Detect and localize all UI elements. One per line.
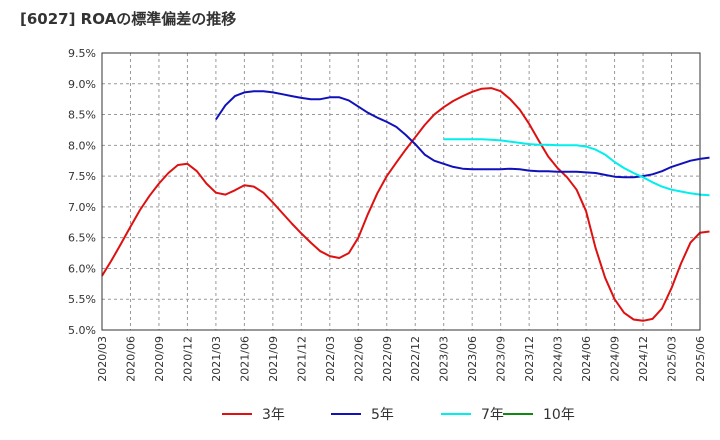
x-tick-label: 2022/06 xyxy=(352,336,365,382)
x-tick-label: 2021/03 xyxy=(210,336,223,382)
x-tick-label: 2021/06 xyxy=(238,336,251,382)
x-tick-label: 2023/06 xyxy=(466,336,479,382)
y-tick-label: 9.0% xyxy=(68,78,96,91)
x-tick-label: 2020/03 xyxy=(96,336,109,382)
x-tick-label: 2020/12 xyxy=(181,336,194,382)
x-tick-label: 2024/03 xyxy=(552,336,565,382)
x-tick-label: 2023/03 xyxy=(438,336,451,382)
y-tick-label: 9.5% xyxy=(68,47,96,60)
series-line-2 xyxy=(443,138,710,197)
legend-label-0: 3年 xyxy=(262,407,285,423)
legend-label-1: 5年 xyxy=(371,407,394,423)
x-tick-label: 2023/12 xyxy=(523,336,536,382)
legend-layer: 3年 5年 7年 10年 xyxy=(222,407,575,423)
plot-frame xyxy=(101,52,701,331)
x-tick-label: 2020/06 xyxy=(124,336,137,382)
series-layer xyxy=(101,87,710,322)
x-tick-label: 2021/12 xyxy=(295,336,308,382)
y-tick-label: 5.5% xyxy=(68,293,96,306)
x-tick-label: 2020/09 xyxy=(153,336,166,382)
y-tick-label: 8.5% xyxy=(68,109,96,122)
y-tick-label: 6.5% xyxy=(68,232,96,245)
series-line-0 xyxy=(101,87,710,322)
chart-title: [6027] ROAの標準偏差の推移 xyxy=(20,10,237,28)
legend-label-3: 10年 xyxy=(543,407,575,423)
x-tick-label: 2024/12 xyxy=(637,336,650,382)
y-tick-label: 7.0% xyxy=(68,201,96,214)
x-tick-label: 2024/06 xyxy=(580,336,593,382)
x-tick-label: 2023/09 xyxy=(495,336,508,382)
y-tick-label: 6.0% xyxy=(68,262,96,275)
x-tick-label: 2022/03 xyxy=(324,336,337,382)
x-tick-label: 2024/09 xyxy=(609,336,622,382)
y-tick-label: 8.0% xyxy=(68,139,96,152)
x-tick-label: 2021/09 xyxy=(267,336,280,382)
y-tick-label: 7.5% xyxy=(68,170,96,183)
x-tick-label: 2025/03 xyxy=(666,336,679,382)
x-tick-label: 2025/06 xyxy=(694,336,707,382)
x-tick-label: 2022/12 xyxy=(409,336,422,382)
axis-layer: 5.0% 5.5% 6.0% 6.5% 7.0% 7.5% 8.0% 8.5% 9.0% 9.5%… xyxy=(68,47,707,382)
x-tick-label: 2022/09 xyxy=(381,336,394,382)
legend-label-2: 7年 xyxy=(481,407,504,423)
y-tick-label: 5.0% xyxy=(68,324,96,337)
series-line-1 xyxy=(215,90,710,179)
